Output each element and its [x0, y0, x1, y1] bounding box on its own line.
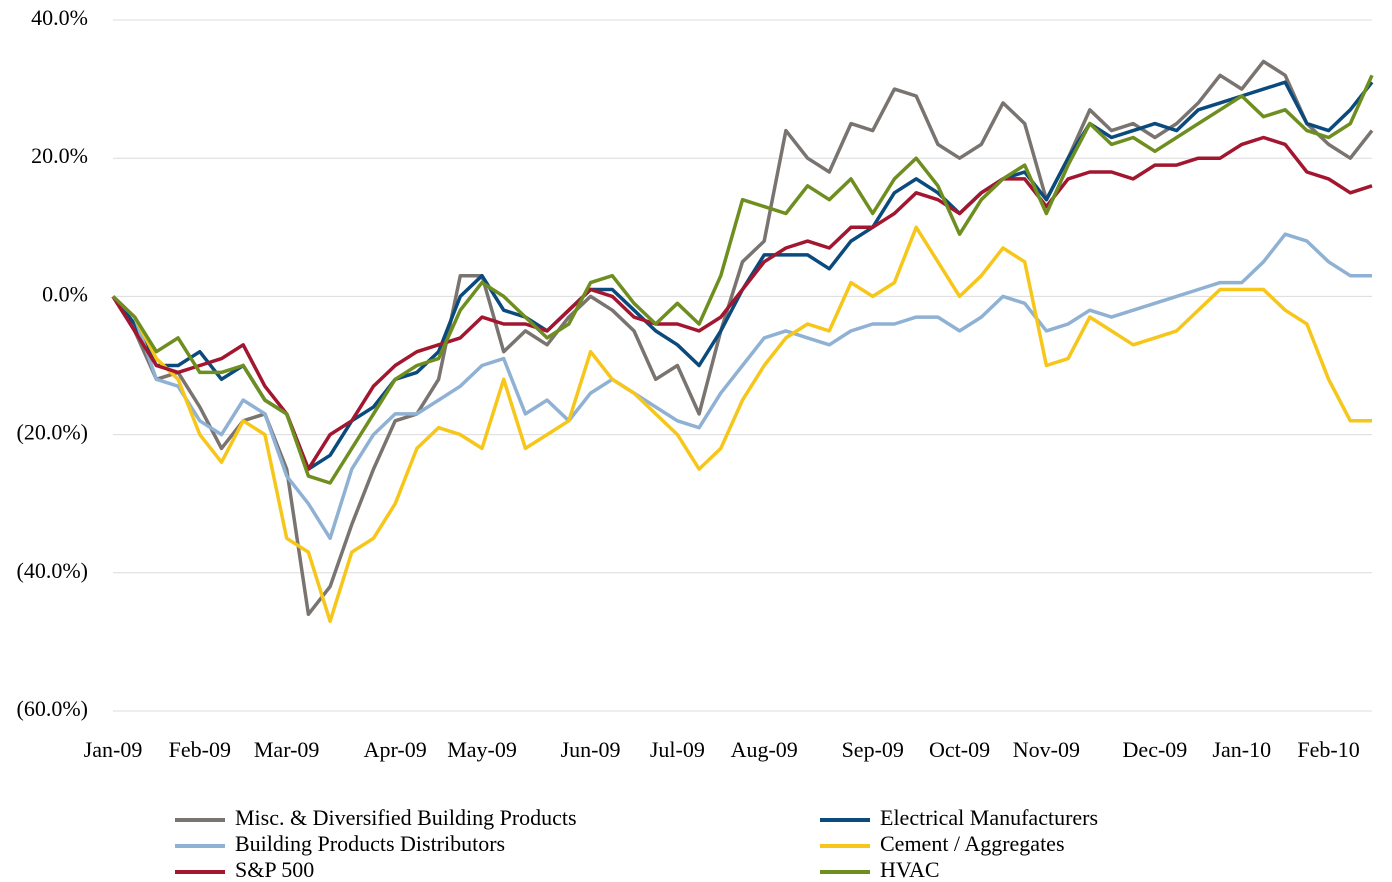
series-line	[111, 225, 1372, 623]
x-tick-label: Jan-10	[1212, 737, 1271, 762]
legend-label: Misc. & Diversified Building Products	[235, 805, 577, 830]
x-tick-label: Jul-09	[650, 737, 705, 762]
x-tick-label: May-09	[447, 737, 517, 762]
series-line	[111, 135, 1373, 471]
legend-label: HVAC	[880, 857, 940, 882]
x-tick-label: Jan-09	[84, 737, 143, 762]
x-tick-label: Oct-09	[929, 737, 990, 762]
x-tick-label: Sep-09	[842, 737, 904, 762]
series-line	[111, 232, 1372, 541]
x-tick-label: Jun-09	[561, 737, 621, 762]
legend-label: Electrical Manufacturers	[880, 805, 1098, 830]
y-tick-label: (20.0%)	[17, 420, 88, 445]
series-line	[111, 80, 1374, 471]
x-tick-label: Aug-09	[731, 737, 798, 762]
series-line	[111, 74, 1374, 485]
x-tick-label: Nov-09	[1013, 737, 1080, 762]
legend-label: Cement / Aggregates	[880, 831, 1065, 856]
y-tick-label: (60.0%)	[17, 696, 88, 721]
series-line	[111, 59, 1374, 617]
x-tick-label: Apr-09	[364, 737, 427, 762]
y-tick-label: (40.0%)	[17, 558, 88, 583]
x-tick-label: Dec-09	[1123, 737, 1188, 762]
x-tick-label: Feb-09	[169, 737, 231, 762]
y-tick-label: 40.0%	[31, 5, 88, 30]
y-tick-label: 0.0%	[42, 281, 88, 306]
legend-label: S&P 500	[235, 857, 314, 882]
x-tick-label: Feb-10	[1297, 737, 1359, 762]
y-tick-label: 20.0%	[31, 143, 88, 168]
x-tick-label: Mar-09	[254, 737, 320, 762]
legend-label: Building Products Distributors	[235, 831, 505, 856]
